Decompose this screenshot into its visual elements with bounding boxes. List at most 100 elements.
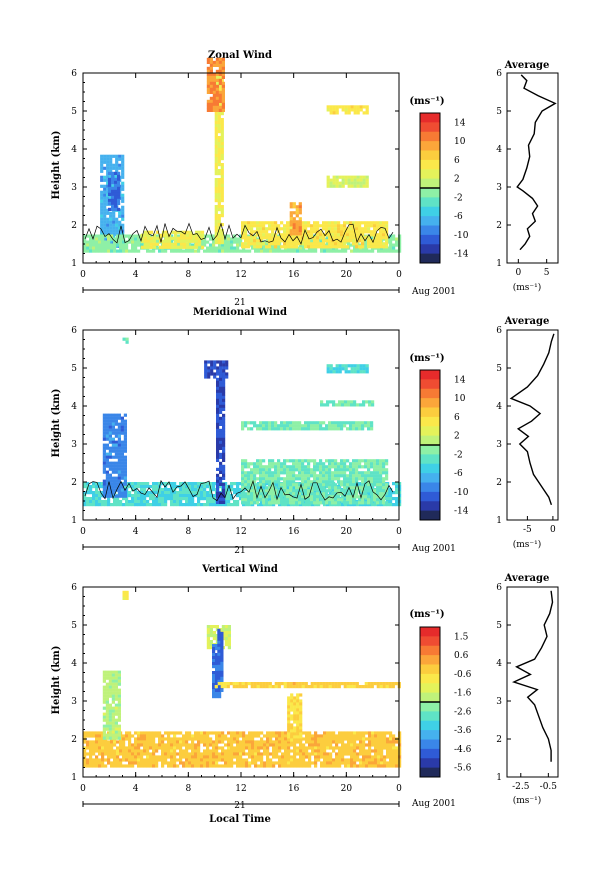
- meridional-heatmap-cell: [361, 501, 365, 505]
- meridional-heatmap-cell: [102, 479, 106, 483]
- zonal-heatmap-cell: [376, 224, 380, 228]
- vertical-heatmap-cell: [266, 740, 270, 744]
- meridional-heatmap-cell: [134, 482, 138, 486]
- zonal-heatmap-cell: [277, 227, 281, 231]
- meridional-heatmap-cell: [256, 492, 260, 496]
- zonal-heatmap-cell: [209, 105, 213, 109]
- vertical-heatmap-cell: [191, 758, 195, 762]
- vertical-heatmap-cell: [209, 752, 213, 756]
- zonal-heatmap-cell: [214, 229, 218, 233]
- zonal-heatmap-cell: [344, 181, 348, 185]
- vertical-heatmap-cell: [329, 758, 333, 762]
- zonal-heatmap-cell: [373, 233, 377, 237]
- zonal-heatmap-cell: [304, 242, 308, 246]
- zonal-heatmap-cell: [179, 230, 184, 234]
- vertical-heatmap-cell: [203, 731, 207, 735]
- vertical-heatmap-cell: [152, 752, 156, 756]
- zonal-heatmap-cell: [329, 105, 333, 109]
- meridional-heatmap-cell: [355, 427, 359, 431]
- zonal-heatmap-cell: [365, 181, 369, 185]
- zonal-heatmap-cell: [191, 243, 195, 247]
- meridional-heatmap-cell: [295, 462, 299, 466]
- meridional-heatmap-cell: [355, 489, 359, 493]
- meridional-heatmap-cell: [197, 491, 201, 495]
- vertical-heatmap-cell: [122, 752, 126, 756]
- meridional-heatmap-cell: [325, 459, 329, 463]
- meridional-heatmap-cell: [244, 480, 248, 484]
- vertical-heatmap-cell: [95, 740, 99, 744]
- zonal-heatmap-cell: [103, 160, 107, 164]
- vertical-heatmap-cell: [104, 743, 108, 747]
- zonal-heatmap-cell: [244, 233, 248, 237]
- meridional-heatmap-cell: [274, 477, 278, 481]
- zonal-heatmap-cell: [389, 246, 393, 250]
- meridional-heatmap-cell: [349, 492, 353, 496]
- meridional-heatmap-cell: [383, 503, 387, 507]
- meridional-heatmap-cell: [370, 465, 374, 469]
- meridional-heatmap-cell: [146, 503, 150, 507]
- meridional-heatmap-cell: [241, 424, 245, 428]
- vertical-heatmap-cell: [89, 731, 93, 735]
- meridional-heatmap-cell: [108, 467, 112, 471]
- vertical-heatmap-cell: [308, 731, 312, 735]
- vertical-heatmap-cell: [260, 755, 264, 759]
- zonal-heatmap-cell: [109, 166, 113, 170]
- meridional-heatmap-cell: [379, 474, 383, 478]
- vertical-heatmap-cell: [329, 743, 333, 747]
- zonal-heatmap-cell: [347, 111, 351, 115]
- vertical-heatmap-cell: [287, 764, 291, 768]
- meridional-heatmap-cell: [210, 360, 214, 364]
- zonal-heatmap-cell: [250, 221, 254, 225]
- vertical-heatmap-cell: [149, 761, 153, 765]
- zonal-heatmap-cell: [212, 234, 216, 238]
- vertical-heatmap-cell: [134, 755, 138, 759]
- zonal-colorbar-swatch: [420, 113, 440, 123]
- meridional-heatmap-cell: [111, 491, 115, 495]
- vertical-heatmap-cell: [281, 731, 285, 735]
- zonal-heatmap-cell: [206, 75, 210, 79]
- zonal-heatmap-cell: [241, 236, 245, 240]
- zonal-heatmap-cell: [103, 238, 107, 242]
- zonal-heatmap-cell: [117, 201, 121, 205]
- meridional-heatmap-cell: [331, 459, 335, 463]
- vertical-heatmap-cell: [257, 758, 261, 762]
- zonal-heatmap-cell: [115, 229, 119, 233]
- meridional-colorbar-swatch: [420, 398, 440, 408]
- meridional-heatmap-cell: [111, 431, 115, 435]
- meridional-heatmap-cell: [277, 465, 281, 469]
- meridional-heatmap-cell: [227, 503, 231, 507]
- vertical-heatmap-cell: [251, 761, 255, 765]
- zonal-heatmap-cell: [247, 236, 251, 240]
- meridional-heatmap-cell: [117, 452, 121, 456]
- meridional-heatmap-cell: [307, 427, 311, 431]
- vertical-heatmap-cell: [392, 758, 396, 762]
- vertical-heatmap-cell: [122, 764, 126, 768]
- meridional-heatmap-cell: [105, 437, 109, 441]
- zonal-heatmap-cell: [92, 237, 96, 241]
- zonal-heatmap-cell: [364, 224, 368, 228]
- meridional-heatmap-cell: [313, 468, 317, 472]
- meridional-heatmap-cell: [376, 495, 380, 499]
- zonal-heatmap-cell: [271, 233, 275, 237]
- zonal-heatmap-cell: [109, 157, 113, 161]
- meridional-heatmap-cell: [120, 467, 124, 471]
- zonal-heatmap-cell: [326, 181, 330, 185]
- meridional-heatmap-cell: [337, 486, 341, 490]
- meridional-heatmap-cell: [92, 500, 96, 504]
- meridional-heatmap-cell: [316, 424, 320, 428]
- zonal-heatmap-cell: [398, 249, 402, 253]
- meridional-heatmap-cell: [219, 455, 223, 459]
- meridional-heatmap-cell: [277, 489, 281, 493]
- meridional-heatmap-cell: [265, 424, 269, 428]
- zonal-heatmap-cell: [95, 243, 99, 247]
- vertical-heatmap-cell: [221, 749, 225, 753]
- zonal-heatmap-cell: [217, 187, 221, 191]
- zonal-heatmap-cell: [289, 239, 293, 243]
- zonal-heatmap-cell: [117, 174, 121, 178]
- meridional-heatmap-cell: [289, 474, 293, 478]
- vertical-heatmap-cell: [317, 755, 321, 759]
- meridional-heatmap-cell: [277, 474, 281, 478]
- zonal-heatmap-cell: [295, 245, 299, 249]
- vertical-heatmap-cell: [398, 737, 402, 741]
- meridional-heatmap-cell: [206, 491, 210, 495]
